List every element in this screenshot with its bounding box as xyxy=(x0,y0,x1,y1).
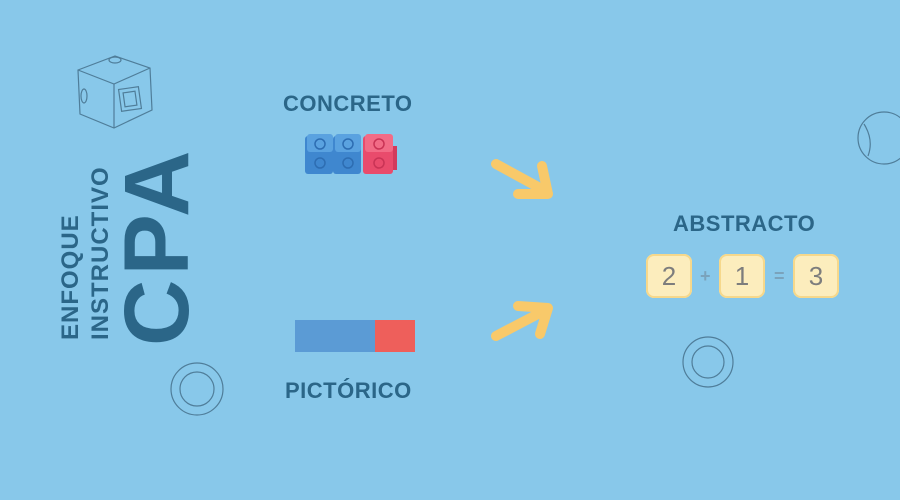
equation-tile-a: 2 xyxy=(646,254,692,298)
arrow-icon xyxy=(491,301,553,341)
equation-tile-b: 1 xyxy=(719,254,765,298)
ring-icon xyxy=(170,362,224,416)
blue-bar xyxy=(335,320,375,352)
pictorial-label: PICTÓRICO xyxy=(285,378,412,403)
abstract-label: ABSTRACTO xyxy=(673,211,816,236)
title-line-3: CPA xyxy=(106,146,208,346)
equation-tile-result: 3 xyxy=(793,254,839,298)
cube-icon xyxy=(77,55,153,129)
vertical-title: ENFOQUE INSTRUCTIVO CPA xyxy=(55,0,255,346)
circle-icon xyxy=(857,111,900,165)
title-line-1: ENFOQUE xyxy=(57,214,84,340)
equals-sign: = xyxy=(774,266,785,286)
arrow-icon xyxy=(491,159,553,199)
concrete-label: CONCRETO xyxy=(283,91,413,116)
plus-sign: + xyxy=(700,266,711,286)
ring-icon xyxy=(682,336,734,388)
red-bar xyxy=(375,320,415,352)
cubes-image xyxy=(305,134,397,174)
blue-bar xyxy=(295,320,335,352)
